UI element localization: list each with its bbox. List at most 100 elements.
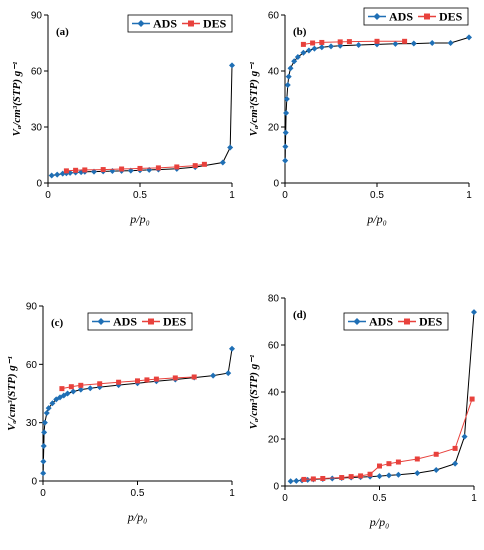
data-point-ads	[54, 171, 61, 178]
data-point-des	[310, 476, 316, 482]
series-ads	[48, 62, 235, 179]
data-point-ads	[282, 143, 289, 150]
data-point-des	[137, 165, 143, 171]
data-point-ads	[229, 62, 235, 69]
data-point-ads	[452, 460, 459, 467]
data-point-des	[82, 167, 88, 173]
data-point-des	[395, 459, 401, 465]
data-point-des	[346, 39, 352, 45]
y-tick-label: 80	[268, 294, 280, 305]
data-point-des	[172, 375, 178, 381]
series-des	[301, 396, 475, 482]
data-point-des	[59, 386, 65, 392]
data-point-ads	[40, 458, 47, 465]
chart-panel-3: 0 30 60 90 0 0.5 1 p/p₀ Vₐ/cm³(STP) g⁻¹ (c) ADS DES	[6, 302, 235, 525]
data-point-des	[153, 376, 159, 382]
data-point-ads	[77, 386, 84, 393]
data-point-ads	[48, 172, 55, 179]
series-line-ads	[290, 312, 475, 482]
legend-marker-ads	[97, 318, 105, 325]
legend: ADS DES	[343, 312, 449, 331]
y-tick-label: 30	[31, 123, 43, 134]
legend-label-ads: ADS	[369, 315, 393, 329]
data-point-des	[319, 39, 325, 45]
data-point-ads	[287, 478, 294, 485]
series-line-des	[66, 163, 205, 172]
legend-marker-des	[148, 318, 154, 325]
legend-marker-des	[424, 13, 430, 20]
x-tick-label: 0	[45, 190, 51, 201]
x-tick-label: 1	[466, 190, 472, 201]
data-point-des	[469, 396, 475, 402]
data-point-ads	[305, 47, 312, 54]
legend-box	[363, 7, 469, 26]
y-tick-label: 40	[268, 388, 280, 399]
chart-panel-4: 0 20 40 60 80 0 0.5 1 p/p₀ Vₐ/cm³(STP) g⁻¹ (d) ADS D…	[248, 294, 477, 530]
data-point-ads	[210, 372, 217, 379]
data-point-ads	[285, 73, 292, 80]
x-tick-label: 0	[40, 488, 46, 499]
series-line-des	[61, 376, 195, 390]
y-tick-label: 0	[273, 482, 279, 493]
data-point-ads	[283, 110, 290, 116]
data-point-des	[78, 382, 84, 388]
x-axis-label: p/p₀	[369, 515, 390, 529]
data-point-des	[116, 379, 122, 385]
x-axis-label: p/p₀	[129, 212, 150, 226]
data-point-ads	[43, 409, 50, 416]
data-point-des	[402, 38, 408, 44]
y-tick-label: 60	[31, 67, 43, 78]
series-ads	[282, 34, 472, 164]
x-tick-label: 0	[282, 190, 288, 201]
data-point-ads	[70, 388, 77, 395]
data-point-ads	[433, 467, 440, 474]
data-point-des	[191, 374, 197, 380]
data-point-des	[119, 166, 125, 172]
data-point-ads	[395, 471, 402, 478]
data-point-ads	[40, 443, 47, 449]
y-tick-label: 60	[268, 341, 280, 352]
data-point-des	[97, 381, 103, 387]
series-line-ads	[51, 65, 233, 176]
data-point-ads	[40, 470, 47, 477]
data-point-ads	[87, 385, 94, 392]
data-point-des	[452, 445, 458, 451]
y-axis-label: Vₐ/cm³(STP) g⁻¹	[11, 62, 23, 137]
data-point-des	[155, 165, 161, 171]
series-line-ads	[284, 36, 470, 161]
y-tick-label: 20	[268, 435, 280, 446]
data-point-ads	[293, 477, 300, 484]
data-point-ads	[287, 65, 294, 72]
data-point-ads	[41, 429, 48, 436]
data-point-ads	[318, 44, 325, 51]
y-tick-label: 0	[31, 477, 37, 488]
x-axis-label: p/p₀	[127, 510, 148, 524]
legend-marker-ads	[373, 13, 381, 20]
data-point-ads	[225, 370, 232, 377]
data-point-des	[73, 167, 79, 173]
data-point-ads	[41, 419, 48, 426]
data-point-ads	[376, 473, 383, 480]
data-point-ads	[294, 54, 301, 60]
data-point-des	[348, 474, 354, 480]
data-point-des	[192, 163, 198, 169]
data-point-des	[433, 451, 439, 457]
x-tick-label: 0	[282, 493, 288, 504]
panel-label: (a)	[56, 26, 69, 38]
data-point-des	[135, 378, 140, 384]
legend-box	[87, 312, 193, 331]
data-point-ads	[49, 400, 56, 407]
series-des	[300, 38, 408, 47]
data-point-ads	[219, 159, 226, 166]
chart-panel-1: 0 30 60 90 0 0.5 1 p/p₀ Vₐ/cm³(STP) g⁻¹ (a) ADS DES	[11, 11, 235, 227]
panel-label: (d)	[293, 309, 307, 321]
data-point-des	[374, 38, 380, 44]
legend-label-ads: ADS	[389, 10, 413, 24]
x-tick-label: 0.5	[373, 493, 387, 504]
data-point-des	[367, 471, 373, 477]
panel-label: (b)	[293, 26, 307, 38]
series-ads	[287, 309, 477, 485]
data-point-des	[100, 167, 106, 173]
legend-label-ads: ADS	[153, 17, 177, 31]
legend-label-des: DES	[419, 315, 443, 329]
